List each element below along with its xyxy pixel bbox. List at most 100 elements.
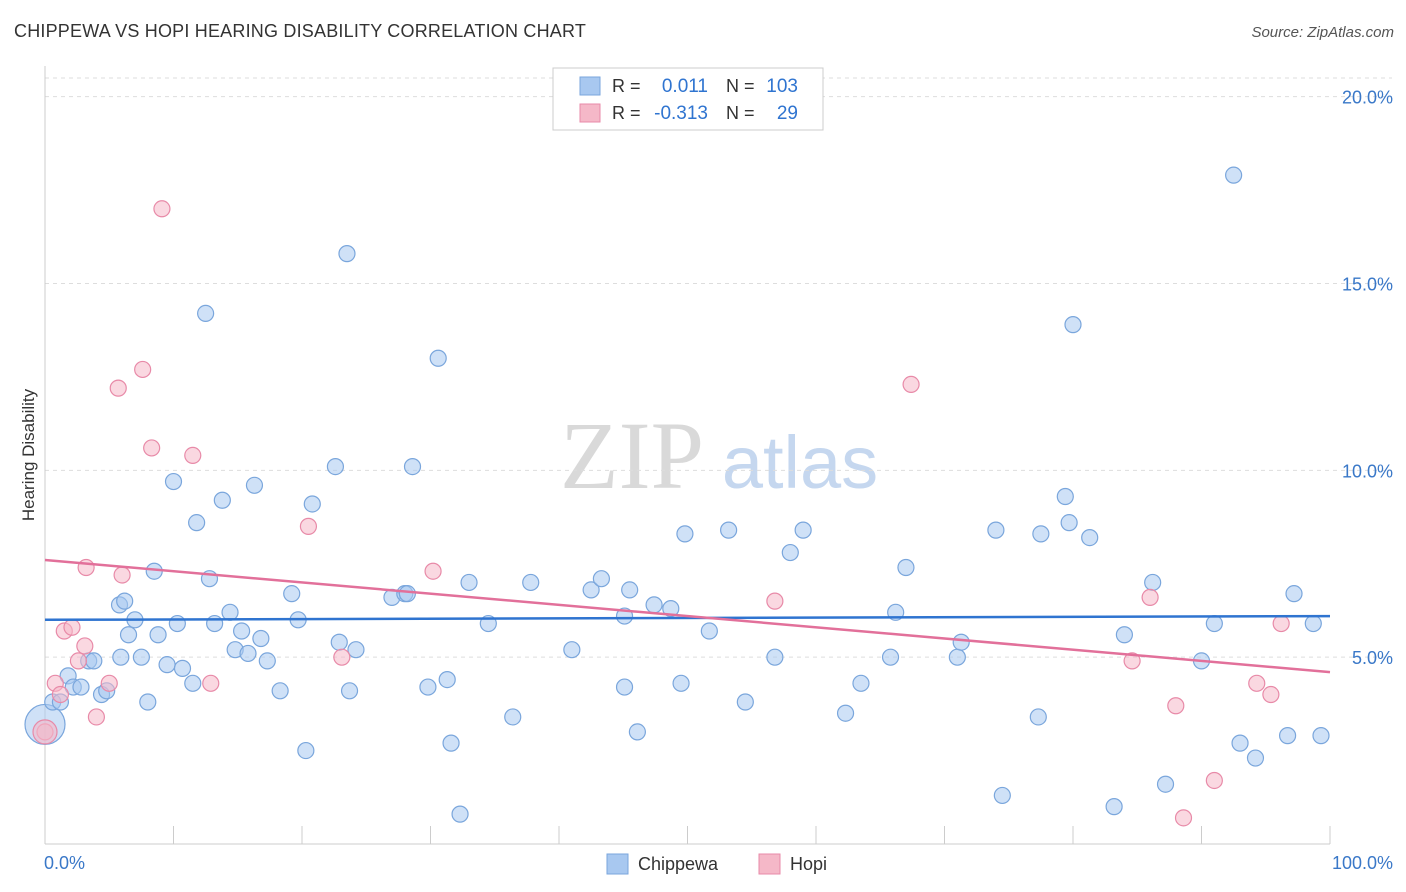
- chippewa-point: [987, 521, 1005, 539]
- hopi-point: [100, 674, 118, 692]
- chippewa-point: [628, 723, 646, 741]
- hopi-point: [299, 517, 318, 535]
- legend-n-label: N =: [726, 76, 755, 96]
- legend-swatch-chippewa: [606, 853, 629, 875]
- hopi-point: [1174, 809, 1193, 827]
- series-legend: Chippewa Hopi: [606, 853, 827, 875]
- data-points: [24, 166, 1330, 827]
- chippewa-point: [948, 648, 966, 666]
- hopi-point: [63, 618, 81, 636]
- chippewa-point: [522, 573, 540, 592]
- chippewa-point: [460, 573, 478, 592]
- chippewa-point: [132, 648, 150, 666]
- chippewa-point: [233, 622, 251, 640]
- chippewa-point: [1081, 528, 1099, 547]
- y-tick-label: 20.0%: [1342, 88, 1393, 108]
- chippewa-point: [1115, 626, 1134, 644]
- chippewa-point: [1312, 727, 1330, 745]
- chippewa-point: [563, 641, 581, 659]
- legend-swatch-hopi: [579, 103, 601, 123]
- chippewa-point: [582, 581, 600, 599]
- hopi-point: [1272, 614, 1290, 633]
- chippewa-point: [621, 581, 639, 599]
- chippewa-point: [897, 558, 915, 577]
- chippewa-point: [303, 495, 321, 513]
- chippewa-point: [1029, 708, 1047, 726]
- chippewa-point: [1064, 316, 1082, 334]
- chippewa-point: [271, 682, 289, 700]
- chippewa-point: [1105, 798, 1123, 816]
- hopi-point: [109, 379, 127, 397]
- chippewa-point: [720, 521, 738, 539]
- gridlines: [45, 77, 1392, 658]
- chippewa-point: [1304, 614, 1322, 633]
- chippewa-point: [836, 704, 855, 722]
- hopi-point: [134, 360, 152, 379]
- chippewa-point: [252, 629, 270, 648]
- chippewa-point: [403, 458, 422, 476]
- hopi-point: [1248, 674, 1266, 692]
- legend-r-value: -0.313: [654, 103, 708, 124]
- chippewa-point: [429, 349, 447, 367]
- hopi-point: [76, 637, 94, 655]
- hopi-point: [1262, 685, 1280, 704]
- hopi-point: [1141, 588, 1159, 606]
- hopi-point: [51, 685, 70, 704]
- chippewa-trend-line: [44, 614, 1331, 622]
- chippewa-point: [239, 644, 257, 663]
- hopi-point: [202, 674, 220, 692]
- chippewa-point: [326, 458, 345, 476]
- chippewa-point: [504, 708, 522, 726]
- hopi-point: [87, 708, 106, 726]
- chippewa-point: [119, 626, 138, 644]
- hopi-point: [69, 652, 88, 670]
- chippewa-point: [283, 585, 301, 603]
- chippewa-point: [1231, 734, 1249, 752]
- chippewa-point: [1205, 614, 1223, 633]
- hopi-point: [1167, 697, 1185, 715]
- chippewa-point: [112, 648, 130, 666]
- legend-r-value: 0.011: [662, 76, 708, 97]
- chippewa-point: [221, 603, 239, 621]
- watermark-zip: ZIP: [560, 402, 704, 509]
- chippewa-point: [1156, 775, 1175, 793]
- legend-label-hopi: Hopi: [790, 854, 827, 874]
- chippewa-point: [1032, 525, 1050, 543]
- chippewa-point: [952, 633, 970, 651]
- chippewa-point: [1144, 573, 1162, 592]
- chippewa-point: [85, 652, 103, 670]
- hopi-trend-line: [44, 558, 1331, 674]
- legend-label-chippewa: Chippewa: [638, 854, 719, 874]
- chippewa-point: [139, 693, 157, 711]
- hopi-point: [424, 562, 442, 580]
- hopi-point: [766, 592, 784, 610]
- chippewa-point: [347, 641, 365, 659]
- legend-n-value: 103: [766, 76, 798, 97]
- hopi-point: [333, 648, 351, 666]
- chippewa-point: [116, 592, 134, 610]
- chippewa-point: [1225, 166, 1243, 184]
- hopi-point: [153, 200, 171, 218]
- chippewa-point: [168, 614, 186, 633]
- trend-lines: [44, 558, 1331, 674]
- chippewa-point: [158, 656, 176, 674]
- chippewa-point: [442, 734, 460, 752]
- legend-r-label: R =: [612, 76, 641, 96]
- chippewa-point: [781, 543, 799, 562]
- chippewa-point: [766, 648, 784, 666]
- hopi-point: [32, 719, 58, 745]
- chippewa-point: [615, 678, 634, 696]
- chippewa-point: [164, 472, 183, 491]
- chippewa-point: [197, 304, 215, 323]
- chippewa-point: [398, 585, 416, 603]
- y-tick-label: 15.0%: [1342, 275, 1393, 295]
- chippewa-point: [1060, 514, 1078, 532]
- chippewa-point: [438, 670, 456, 689]
- chippewa-point: [662, 599, 680, 618]
- chippewa-point: [72, 678, 90, 696]
- source-label: Source: ZipAtlas.com: [1251, 24, 1394, 41]
- hopi-point: [184, 446, 202, 464]
- chippewa-point: [1056, 487, 1074, 506]
- chippewa-point: [1278, 727, 1297, 745]
